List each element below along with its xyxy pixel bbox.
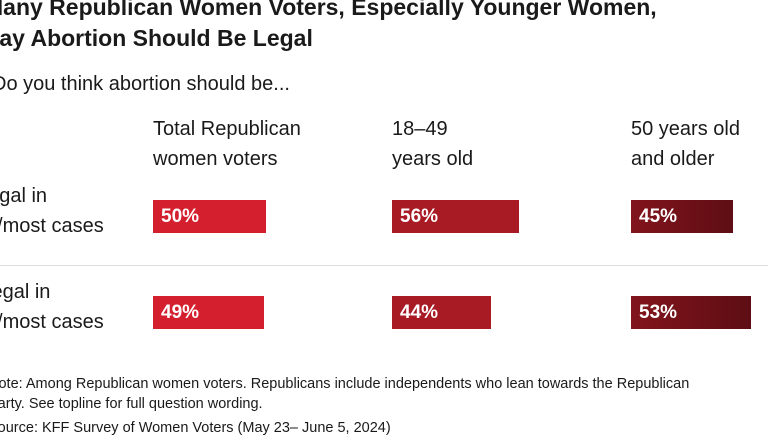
bar-value-label: 56% — [400, 206, 439, 227]
row-divider — [0, 265, 768, 266]
title-line-2: Say Abortion Should Be Legal — [0, 25, 313, 51]
question-text: Do you think abortion should be... — [0, 73, 290, 95]
bar-total-legal: 50% — [153, 200, 266, 233]
note-line-2: Party. See topline for full question wor… — [0, 396, 263, 412]
bar-value-label: 49% — [161, 302, 200, 323]
column-header-total: Total Republican women voters — [153, 114, 301, 174]
row-label-legal: Legal in all/most cases — [0, 181, 104, 241]
column-header-line: women voters — [153, 148, 278, 170]
bar-18-49-legal: 56% — [392, 200, 519, 233]
row-label-line: Illegal in — [0, 281, 51, 303]
row-label-line: all/most cases — [0, 215, 104, 237]
bar-value-label: 44% — [400, 302, 439, 323]
row-label-line: Legal in — [0, 185, 48, 207]
bar-50-plus-illegal: 53% — [631, 296, 751, 329]
chart-title: Many Republican Women Voters, Especially… — [0, 0, 657, 54]
column-header-line: Total Republican — [153, 118, 301, 140]
column-header-line: 50 years old — [631, 118, 740, 140]
bar-18-49-illegal: 44% — [392, 296, 491, 329]
column-header-line: 18–49 — [392, 118, 448, 140]
row-label-line: all/most cases — [0, 311, 104, 333]
bar-value-label: 45% — [639, 206, 678, 227]
row-label-illegal: Illegal in all/most cases — [0, 277, 104, 337]
source-note: Source: KFF Survey of Women Voters (May … — [0, 420, 391, 436]
bar-total-illegal: 49% — [153, 296, 264, 329]
bar-value-label: 50% — [161, 206, 200, 227]
column-header-18-49: 18–49 years old — [392, 114, 473, 174]
column-header-50-plus: 50 years old and older — [631, 114, 740, 174]
bar-50-plus-legal: 45% — [631, 200, 733, 233]
column-header-line: and older — [631, 148, 715, 170]
note-line-1: Note: Among Republican women voters. Rep… — [0, 376, 690, 392]
bar-value-label: 53% — [639, 302, 678, 323]
title-line-1: Many Republican Women Voters, Especially… — [0, 0, 657, 20]
column-header-line: years old — [392, 148, 474, 170]
